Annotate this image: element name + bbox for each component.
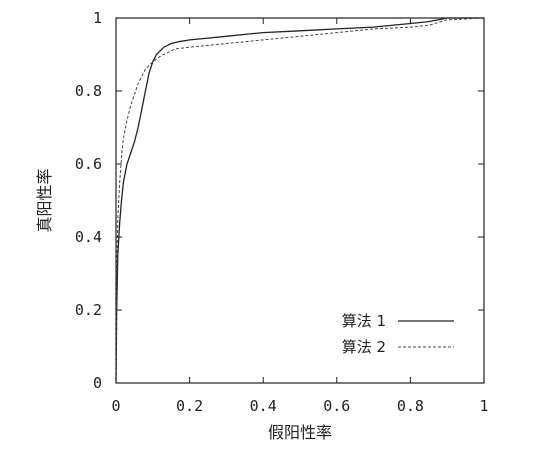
x-axis-title: 假阳性率 xyxy=(268,423,332,442)
plot-frame xyxy=(115,17,485,384)
legend-label-2: 算法 2 xyxy=(342,338,386,356)
y-tick-label: 0.8 xyxy=(75,82,102,100)
y-tick-label: 1 xyxy=(93,9,102,27)
y-tick-label: 0.6 xyxy=(75,155,102,173)
series-line-2 xyxy=(115,17,485,384)
y-tick-label: 0 xyxy=(93,374,102,392)
legend: 算法 1 算法 2 xyxy=(342,312,454,356)
axes-layer: 0 0.2 0.4 0.6 0.8 1 0 0.2 0.4 0.6 0.8 1 xyxy=(75,9,489,415)
y-axis-title: 真阳性率 xyxy=(35,168,54,232)
x-tick-label: 0.8 xyxy=(397,397,424,415)
y-tick-label: 0.4 xyxy=(75,228,102,246)
x-tick-label: 0.2 xyxy=(176,397,203,415)
series-line-1 xyxy=(115,17,484,384)
series-layer xyxy=(115,17,485,384)
x-tick-label: 0.4 xyxy=(250,397,277,415)
y-tick-label: 0.2 xyxy=(75,301,102,319)
x-tick-label: 0.6 xyxy=(323,397,350,415)
x-tick-label: 1 xyxy=(479,397,488,415)
legend-label-1: 算法 1 xyxy=(342,312,386,330)
x-tick-label: 0 xyxy=(111,397,120,415)
